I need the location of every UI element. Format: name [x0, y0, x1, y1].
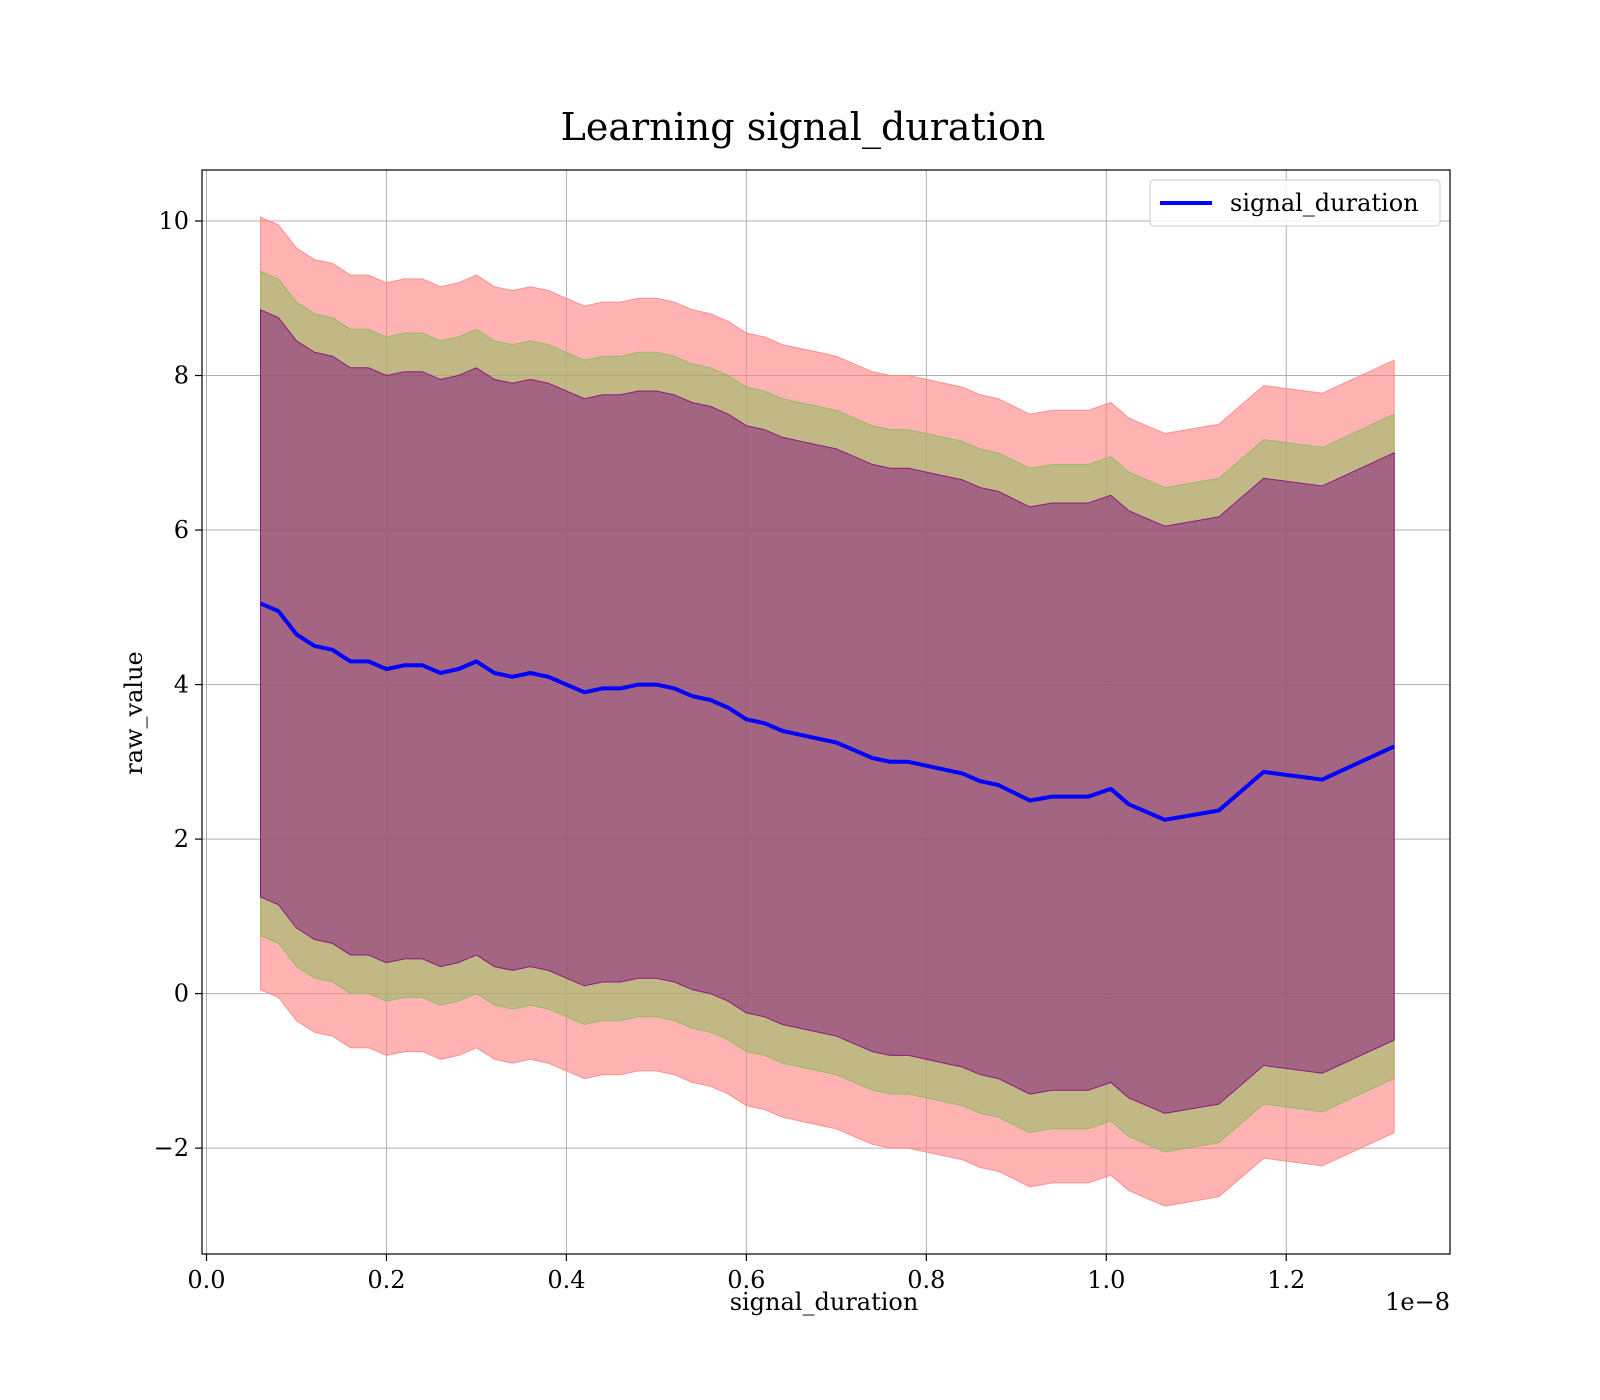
y-axis-ticks: −2 0 2 4 6 8 10: [154, 207, 202, 1162]
y-tick-label: 6: [174, 516, 189, 544]
x-tick-label: 0.6: [727, 1266, 765, 1294]
chart-title: Learning signal_duration: [561, 105, 1046, 150]
legend-box: [1149, 179, 1441, 227]
y-tick-label: 8: [174, 362, 189, 390]
x-tick-label: 0.0: [187, 1266, 225, 1294]
x-tick-label: 0.2: [367, 1266, 405, 1294]
legend: signal_duration: [1149, 179, 1441, 227]
x-axis-label: signal_duration: [730, 1288, 919, 1316]
plot-frame: [201, 169, 1451, 1255]
x-axis-offset-label: 1e−8: [1385, 1288, 1450, 1316]
x-tick-label: 0.8: [907, 1266, 945, 1294]
middle-band: [260, 270, 1395, 1153]
legend-label: signal_duration: [1230, 189, 1419, 217]
confidence-bands: [260, 216, 1395, 1207]
x-axis-ticks: 0.0 0.2 0.4 0.6 0.8 1.0 1.2: [187, 1254, 1305, 1294]
y-tick-label: 10: [158, 207, 189, 235]
x-tick-label: 1.0: [1087, 1266, 1125, 1294]
inner-band: [260, 309, 1395, 1114]
series-group: [259, 601, 1396, 822]
y-tick-label: 2: [174, 825, 189, 853]
x-tick-label: 1.2: [1267, 1266, 1305, 1294]
y-tick-label: 0: [174, 980, 189, 1008]
y-tick-label: 4: [174, 671, 189, 699]
y-tick-label: −2: [154, 1134, 189, 1162]
series-line-signal-duration: [259, 601, 1396, 822]
x-tick-label: 0.4: [547, 1266, 585, 1294]
y-axis-label: raw_value: [120, 651, 148, 775]
